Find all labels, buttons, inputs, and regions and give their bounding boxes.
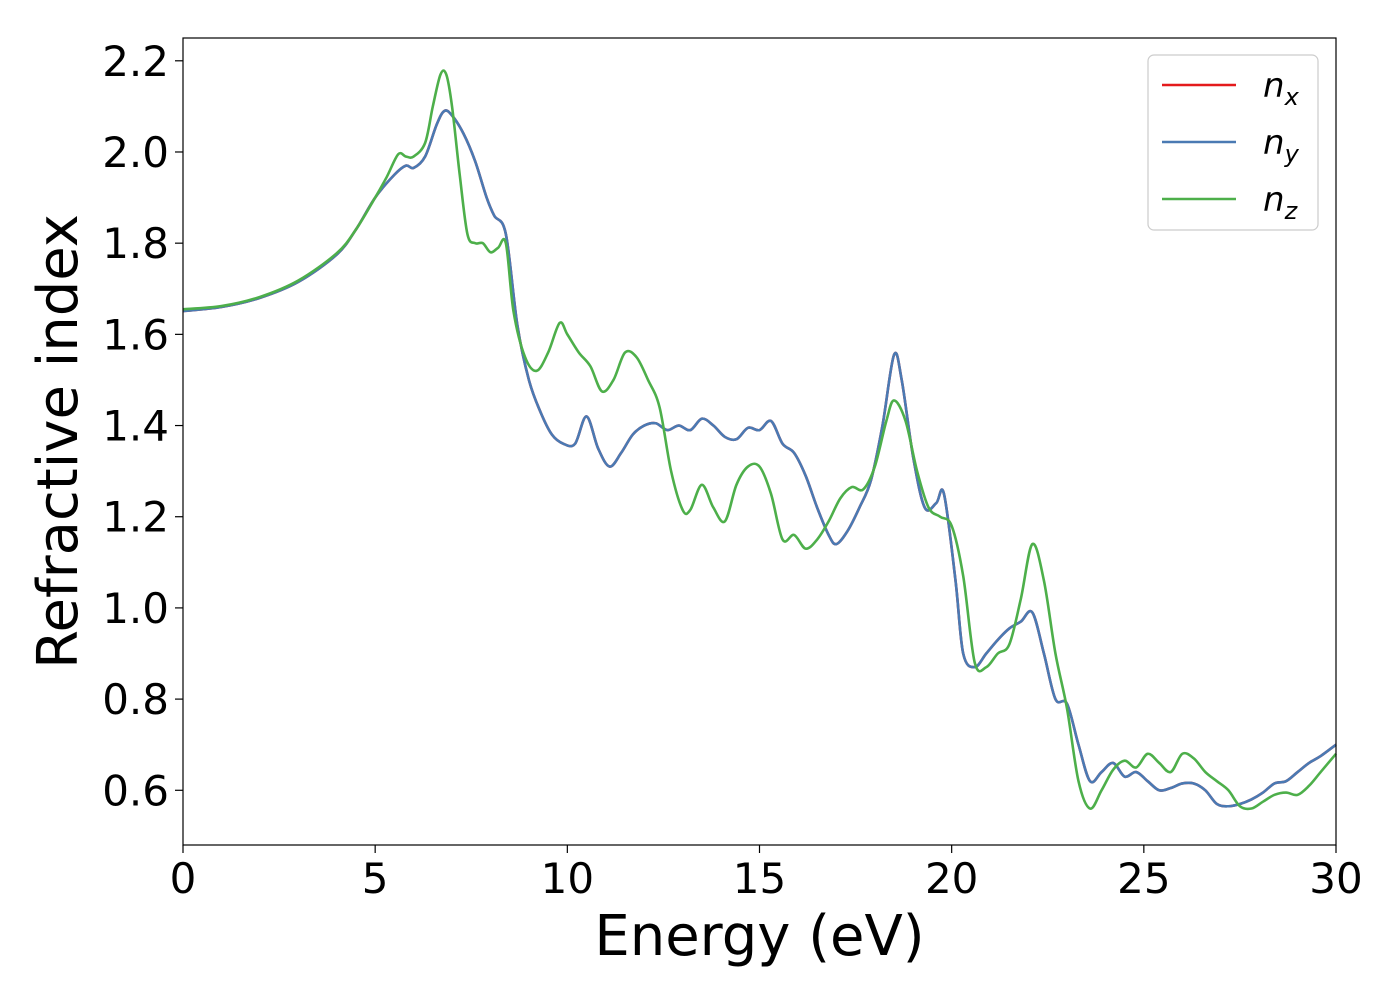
series-line-z	[182, 69, 1337, 811]
x-axis-label: Energy (eV)	[594, 904, 924, 969]
x-tick-label: 5	[362, 854, 389, 903]
x-tick-label: 20	[925, 854, 978, 903]
y-tick-label: 2.2	[102, 37, 169, 86]
y-tick-label: 1.6	[102, 310, 169, 359]
x-tick-label: 10	[541, 854, 594, 903]
y-tick-label: 1.8	[102, 219, 169, 268]
y-tick-label: 1.0	[102, 584, 169, 633]
x-tick-label: 25	[1117, 854, 1170, 903]
y-axis-ticks: 0.6 0.8 1.0 1.2 1.4 1.6 1.8 2.0 2.2	[102, 37, 183, 815]
y-tick-label: 0.8	[102, 675, 169, 724]
legend: nx ny nz	[1147, 54, 1319, 231]
y-axis-label: Refractive index	[26, 214, 91, 669]
x-tick-label: 15	[733, 854, 786, 903]
x-axis-ticks: 0 5 10 15 20 25 30	[170, 845, 1363, 903]
plot-lines	[182, 69, 1337, 811]
legend-label-y: ny	[1263, 123, 1300, 168]
y-tick-label: 0.6	[102, 766, 169, 815]
x-tick-label: 0	[170, 854, 197, 903]
legend-label-x: nx	[1263, 66, 1300, 111]
legend-label-z: nz	[1263, 180, 1299, 225]
y-tick-label: 1.4	[102, 402, 169, 451]
x-tick-label: 30	[1309, 854, 1362, 903]
y-tick-label: 1.2	[102, 493, 169, 542]
y-tick-label: 2.0	[102, 128, 169, 177]
